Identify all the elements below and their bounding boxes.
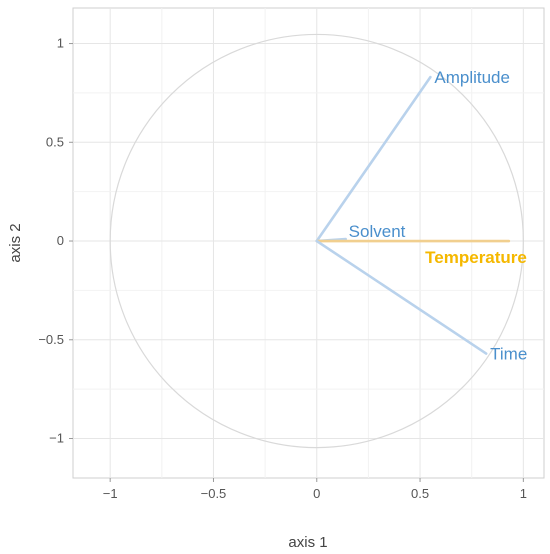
unit-circle (109, 33, 524, 449)
variable-vectors (315, 75, 511, 355)
x-axis-ticks: −1 −0.5 0 0.5 1 (103, 478, 527, 501)
x-tick-label: 0 (313, 486, 320, 501)
label-solvent: Solvent (349, 222, 406, 241)
vector-time (315, 239, 488, 355)
y-axis-ticks: −1 −0.5 0 0.5 1 (38, 36, 73, 446)
y-tick-label: 0 (57, 233, 64, 248)
y-axis-title: axis 2 (7, 223, 24, 262)
label-time: Time (490, 345, 527, 364)
y-tick-label: −1 (49, 431, 64, 446)
y-tick-label: −0.5 (38, 332, 64, 347)
label-amplitude: Amplitude (434, 68, 510, 87)
x-tick-label: −0.5 (201, 486, 227, 501)
x-tick-label: −1 (103, 486, 118, 501)
y-tick-label: 1 (57, 36, 64, 51)
variable-labels: Amplitude Solvent Temperature Time (349, 68, 528, 363)
x-tick-label: 1 (520, 486, 527, 501)
vector-amplitude (315, 75, 432, 243)
plot-panel (72, 7, 545, 479)
x-tick-label: 0.5 (411, 486, 429, 501)
label-temperature: Temperature (425, 248, 527, 267)
y-tick-label: 0.5 (46, 134, 64, 149)
x-axis-title: axis 1 (288, 534, 327, 551)
